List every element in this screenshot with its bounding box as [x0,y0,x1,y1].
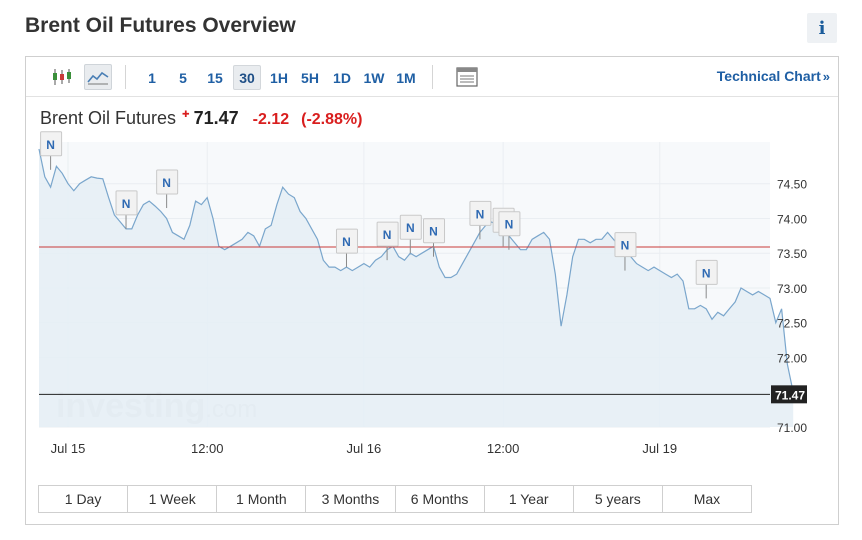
range-1-day[interactable]: 1 Day [39,486,129,512]
news-marker-label: N [702,266,711,280]
y-tick-label: 71.00 [777,421,807,435]
chart-widget: 1 5 15 30 1H 5H 1D 1W 1M Technical Chart… [25,56,839,525]
range-1-week[interactable]: 1 Week [128,486,218,512]
chart-toolbar: 1 5 15 30 1H 5H 1D 1W 1M Technical Chart… [26,57,838,97]
news-marker-label: N [505,218,514,232]
news-marker-box [335,228,358,254]
last-price-tag-label: 71.47 [775,388,805,402]
price-change: -2.12 [252,111,290,128]
y-tick-label: 74.50 [777,178,807,192]
timeframe-15[interactable]: 15 [207,69,223,86]
news-marker-box [156,169,179,195]
price-change-percent: (-2.88%) [301,111,363,128]
range-3-months[interactable]: 3 Months [306,486,396,512]
news-marker-box [115,190,138,216]
news-marker-box [399,214,422,240]
technical-chart-label: Technical Chart [716,68,821,84]
news-marker-box [614,232,637,258]
instrument-name: Brent Oil Futures [40,108,177,128]
double-chevron-right-icon: » [822,69,830,84]
toolbar-divider [125,65,126,89]
news-marker-label: N [162,176,171,190]
news-marker-label: N [342,235,351,249]
news-marker-box [40,131,63,157]
price-area-fill [39,149,794,427]
news-marker-box [376,221,399,247]
price-line [38,148,794,393]
last-price: 71.47 [193,108,239,128]
quote-header: Brent Oil Futures ✚ 71.47 -2.12 (-2.88%) [40,108,374,129]
x-tick-label: Jul 16 [347,441,382,456]
y-tick-label: 73.50 [777,247,807,261]
info-button[interactable]: i [807,13,837,43]
x-tick-label: Jul 19 [642,441,677,456]
news-marker-box [469,200,492,226]
range-selector: 1 Day 1 Week 1 Month 3 Months 6 Months 1… [38,485,752,513]
price-direction-icon: ✚ [182,109,190,119]
range-1-year[interactable]: 1 Year [484,486,574,512]
timeframe-30[interactable]: 30 [233,65,261,90]
price-chart[interactable]: investing.com71.0071.5072.0072.5073.0073… [26,57,838,477]
table-icon[interactable] [454,64,480,90]
x-tick-label: Jul 15 [51,441,86,456]
news-marker-box [423,218,446,244]
range-max[interactable]: Max [662,486,751,512]
news-marker-label: N [46,138,55,152]
x-tick-label: 12:00 [191,441,224,456]
timeframe-5[interactable]: 5 [179,69,187,86]
news-marker-label: N [429,225,438,239]
range-1-month[interactable]: 1 Month [217,486,307,512]
timeframe-1d[interactable]: 1D [333,69,351,86]
y-tick-label: 74.00 [777,212,807,226]
timeframe-1[interactable]: 1 [148,69,156,86]
news-marker-box [498,211,521,237]
y-tick-label: 73.00 [777,282,807,296]
x-tick-label: 12:00 [487,441,520,456]
timeframe-1h[interactable]: 1H [270,69,288,86]
y-tick-label: 72.00 [777,351,807,365]
technical-chart-link[interactable]: Technical Chart» [717,68,830,84]
timeframe-5h[interactable]: 5H [301,69,319,86]
candlestick-icon[interactable] [50,64,74,90]
last-price-tag [771,385,807,404]
news-marker-label: N [122,197,131,211]
news-marker-label: N [621,239,630,253]
news-marker-label: N [383,228,392,242]
page-title: Brent Oil Futures Overview [25,14,296,37]
range-5-years[interactable]: 5 years [573,486,663,512]
news-marker-label: N [406,221,415,235]
timeframe-1w[interactable]: 1W [363,69,385,86]
y-tick-label: 72.50 [777,317,807,331]
area-chart-icon[interactable] [84,64,112,90]
news-marker-label: N [476,207,485,221]
timeframe-1m[interactable]: 1M [396,69,416,86]
news-marker-box [695,259,718,285]
toolbar-divider [432,65,433,89]
range-6-months[interactable]: 6 Months [395,486,485,512]
